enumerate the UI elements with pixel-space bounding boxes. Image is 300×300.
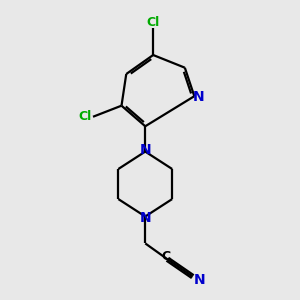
Text: C: C xyxy=(161,250,170,262)
Text: N: N xyxy=(193,273,205,287)
Text: Cl: Cl xyxy=(146,16,160,29)
Text: N: N xyxy=(192,90,204,104)
Text: N: N xyxy=(140,211,151,225)
Text: Cl: Cl xyxy=(79,110,92,123)
Text: N: N xyxy=(140,143,151,157)
